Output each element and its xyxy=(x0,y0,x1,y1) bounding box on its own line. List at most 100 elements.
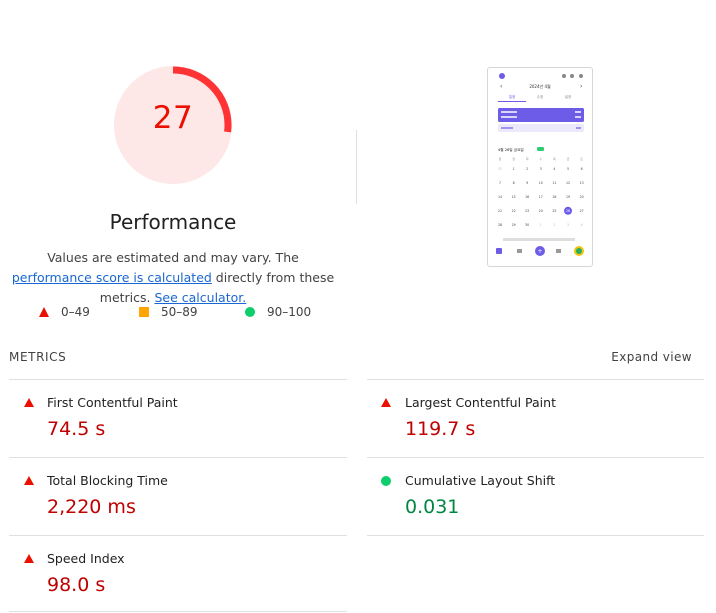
description-text: Values are estimated and may vary. The xyxy=(47,250,299,265)
screenshot-day: 10 xyxy=(539,181,543,185)
metric-value-lcp: 119.7 s xyxy=(405,418,476,440)
svg-text:›: › xyxy=(580,83,582,90)
pass-circle-icon xyxy=(245,307,255,317)
screenshot-day: 22 xyxy=(512,209,516,213)
screenshot-day: 15 xyxy=(512,195,516,199)
svg-text:+: + xyxy=(537,248,542,255)
screenshot-day: 29 xyxy=(512,223,516,227)
gauge-background xyxy=(114,66,232,184)
screenshot-image: ‹ 2024년 4월 › 일정 수정 설정 4월 26일 금요일 일 월 화 수 목 금 토… xyxy=(496,73,584,256)
metric-status-icon xyxy=(381,476,391,486)
metrics-divider xyxy=(9,535,347,536)
screenshot-month: 2024년 4월 xyxy=(529,83,551,89)
fail-triangle-icon xyxy=(381,398,391,407)
legend-item-fail: 0–49 xyxy=(39,305,90,319)
performance-score-link[interactable]: performance score is calculated xyxy=(11,270,212,285)
expand-view-toggle[interactable]: Expand view xyxy=(611,350,692,364)
screenshot-day: 19 xyxy=(566,195,570,199)
metrics-divider xyxy=(367,379,704,380)
metric-name-cls: Cumulative Layout Shift xyxy=(405,473,556,488)
screenshot-day: 14 xyxy=(498,195,502,199)
metric-name-tbt: Total Blocking Time xyxy=(47,473,168,488)
screenshot-day: 1 xyxy=(540,223,542,227)
metric-status-icon xyxy=(24,476,34,485)
screenshot-day: 3 xyxy=(540,167,542,171)
screenshot-day: 3 xyxy=(567,223,569,227)
screenshot-day: 25 xyxy=(552,209,556,213)
screenshot-day: 4 xyxy=(553,167,555,171)
screenshot-weekday: 금 xyxy=(567,157,570,161)
screenshot-date-header: 4월 26일 금요일 xyxy=(498,147,524,152)
screenshot-day: 11 xyxy=(552,181,556,185)
screenshot-selected-day xyxy=(564,206,572,215)
metric-name-si: Speed Index xyxy=(47,551,125,566)
screenshot-weekday: 일 xyxy=(499,156,502,161)
screenshot-day: 24 xyxy=(539,209,543,213)
svg-text:‹: ‹ xyxy=(500,83,502,90)
metrics-divider xyxy=(9,611,347,612)
screenshot-day: 23 xyxy=(525,209,529,213)
screenshot-day: 27 xyxy=(580,209,584,213)
metrics-divider xyxy=(9,457,347,458)
screenshot-day: 20 xyxy=(580,195,584,199)
fail-triangle-icon xyxy=(24,554,34,563)
screenshot-day: 26 xyxy=(566,209,570,213)
svg-text:일정: 일정 xyxy=(509,94,515,99)
performance-score: 27 xyxy=(152,100,194,136)
screenshot-day: 18 xyxy=(552,195,556,199)
gauge-arc xyxy=(114,66,232,184)
screenshot-day: 28 xyxy=(498,223,502,227)
screenshot-day: 1 xyxy=(513,167,515,171)
legend-range: 90–100 xyxy=(267,305,312,319)
screenshot-day: 2 xyxy=(526,167,528,171)
metrics-heading: METRICS xyxy=(9,350,67,364)
screenshot-day: 9 xyxy=(526,181,528,185)
average-square-icon xyxy=(139,307,149,317)
metric-name-fcp: First Contentful Paint xyxy=(47,395,178,410)
screenshot-weekday: 수 xyxy=(539,156,542,161)
metric-status-icon xyxy=(24,554,34,563)
screenshot-day: 13 xyxy=(580,181,584,185)
svg-text:설정: 설정 xyxy=(565,94,571,99)
vertical-divider xyxy=(356,130,357,204)
metric-value-cls: 0.031 xyxy=(405,496,460,518)
performance-score-gauge xyxy=(114,66,232,184)
metric-name-lcp: Largest Contentful Paint xyxy=(405,395,556,410)
screenshot-weekday: 화 xyxy=(526,156,529,161)
screenshot-day: 21 xyxy=(498,209,502,213)
category-title: Performance xyxy=(109,210,237,234)
calculator-link[interactable]: See calculator. xyxy=(154,290,247,305)
legend-range: 0–49 xyxy=(61,305,90,319)
metric-status-icon xyxy=(24,398,34,407)
screenshot-day: 5 xyxy=(567,167,569,171)
screenshot-day: 2 xyxy=(553,223,555,227)
screenshot-day: 6 xyxy=(581,167,583,171)
screenshot-day: 4 xyxy=(581,223,583,227)
legend-range: 50–89 xyxy=(161,305,198,319)
svg-text:수정: 수정 xyxy=(537,94,543,99)
pass-circle-icon xyxy=(381,476,391,486)
screenshot-day: 31 xyxy=(498,167,502,171)
screenshot-day: 16 xyxy=(525,195,529,199)
legend-item-average: 50–89 xyxy=(139,305,198,319)
screenshot-day: 17 xyxy=(539,195,543,199)
metric-value-si: 98.0 s xyxy=(47,574,106,596)
description-text-2: directly from these metrics. xyxy=(99,270,335,305)
fail-triangle-icon xyxy=(24,398,34,407)
metric-status-icon xyxy=(381,398,391,407)
screenshot-day: 12 xyxy=(566,181,570,185)
fail-triangle-icon xyxy=(39,307,49,317)
screenshot-day: 8 xyxy=(513,181,515,185)
metrics-divider xyxy=(367,457,704,458)
metric-value-tbt: 2,220 ms xyxy=(47,496,136,518)
final-screenshot-thumbnail[interactable]: ‹ 2024년 4월 › 일정 수정 설정 4월 26일 금요일 일 월 화 수 목 금 토… xyxy=(487,67,593,267)
metric-value-fcp: 74.5 s xyxy=(47,418,106,440)
screenshot-day: 30 xyxy=(525,223,529,227)
score-description: Values are estimated and may vary. The p… xyxy=(6,248,340,308)
screenshot-weekday: 목 xyxy=(553,157,556,161)
fail-triangle-icon xyxy=(24,476,34,485)
screenshot-weekday: 월 xyxy=(512,156,515,161)
screenshot-day: 7 xyxy=(499,181,501,185)
legend-item-pass: 90–100 xyxy=(245,305,311,319)
metrics-divider xyxy=(9,379,347,380)
